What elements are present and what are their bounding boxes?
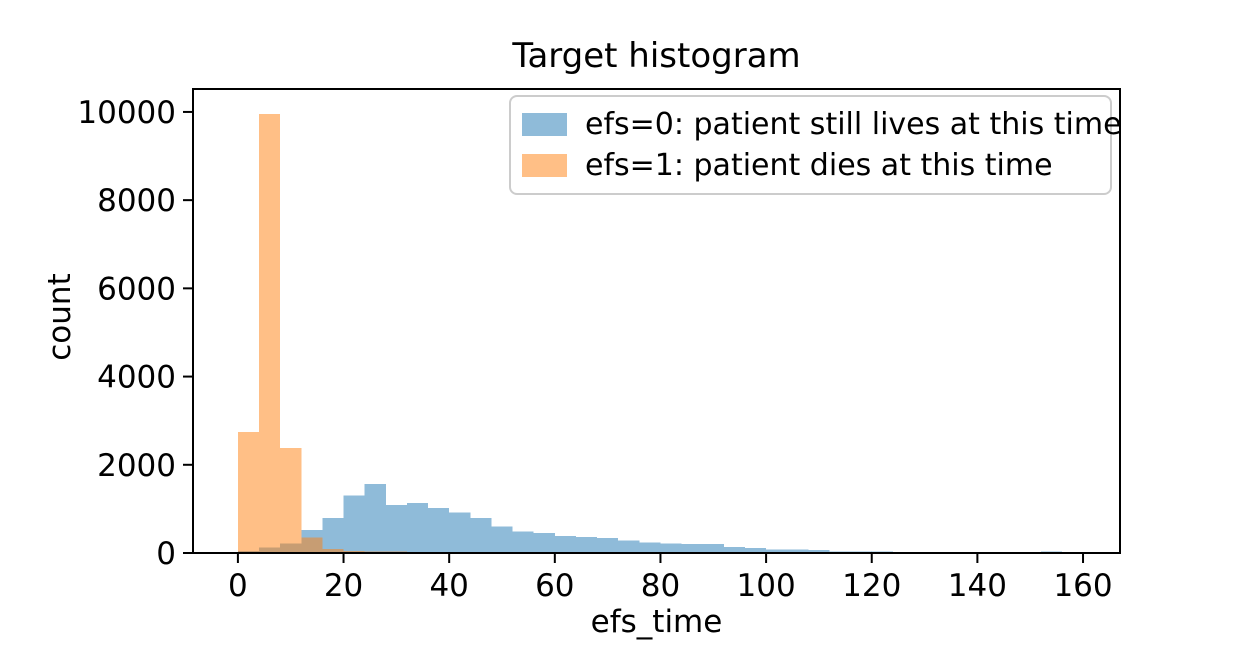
histogram-bar-series0 <box>491 526 513 553</box>
axes-spines <box>192 88 1121 554</box>
histogram-bar-series0 <box>512 531 534 553</box>
legend-swatch-efs1 <box>522 154 567 177</box>
histogram-bar-series0 <box>808 549 830 553</box>
histogram-bar-series0 <box>660 543 682 553</box>
x-tick-label: 60 <box>535 568 574 604</box>
histogram-bar-series0 <box>681 543 703 553</box>
x-axis-label: efs_time <box>590 604 723 640</box>
y-tick-label: 4000 <box>97 360 176 396</box>
x-tick-label: 120 <box>842 568 901 604</box>
legend-label-efs0: efs=0: patient still lives at this time <box>585 107 1122 142</box>
y-axis-label: count <box>42 273 78 361</box>
y-tick-label: 2000 <box>97 448 176 484</box>
histogram-bar-series1 <box>322 549 344 553</box>
histogram-bar-series0 <box>449 512 471 553</box>
histogram-bar-series0 <box>364 484 386 553</box>
x-tick-label: 40 <box>429 568 468 604</box>
legend-item-efs1: efs=1: patient dies at this time <box>522 148 1110 183</box>
histogram-bar-series0 <box>554 535 576 553</box>
x-tick-label: 20 <box>324 568 363 604</box>
histogram-bar-series1 <box>301 537 323 553</box>
chart-title: Target histogram <box>512 36 801 76</box>
histogram-bar-series0 <box>723 546 745 553</box>
histogram-bar-series0 <box>343 495 365 553</box>
histogram-bar-series1 <box>280 448 302 553</box>
histogram-bar-series0 <box>702 544 724 553</box>
histogram-bar-series0 <box>470 518 492 553</box>
legend-label-efs1: efs=1: patient dies at this time <box>585 148 1053 183</box>
histogram-bar-series0 <box>385 504 407 553</box>
histogram-bar-series1 <box>259 114 281 553</box>
histogram-bar-series0 <box>766 549 788 553</box>
histogram-bar-series0 <box>575 537 598 553</box>
histogram-bar-series0 <box>618 540 640 553</box>
x-tick-label: 100 <box>737 568 796 604</box>
histogram-bar-series0 <box>322 518 344 553</box>
legend-item-efs0: efs=0: patient still lives at this time <box>522 107 1122 142</box>
histogram-bar-series0 <box>533 533 555 553</box>
y-tick-label: 6000 <box>97 271 176 307</box>
histogram-bar-series0 <box>787 549 809 553</box>
histogram-bar-series0 <box>639 542 661 553</box>
x-tick-label: 160 <box>1053 568 1112 604</box>
x-tick-label: 0 <box>228 568 248 604</box>
y-tick-label: 0 <box>156 536 176 572</box>
histogram-bar-series0 <box>406 503 429 553</box>
histogram-bar-series0 <box>744 548 767 553</box>
y-tick-label: 10000 <box>77 95 176 131</box>
histogram-bar-series0 <box>597 537 619 553</box>
histogram-bar-series0 <box>428 508 450 553</box>
legend-swatch-efs0 <box>522 113 567 136</box>
x-tick-label: 140 <box>948 568 1007 604</box>
legend-box: efs=0: patient still lives at this time … <box>509 95 1122 195</box>
histogram-bar-series1 <box>237 432 260 553</box>
y-tick-label: 8000 <box>97 183 176 219</box>
x-tick-label: 80 <box>641 568 680 604</box>
